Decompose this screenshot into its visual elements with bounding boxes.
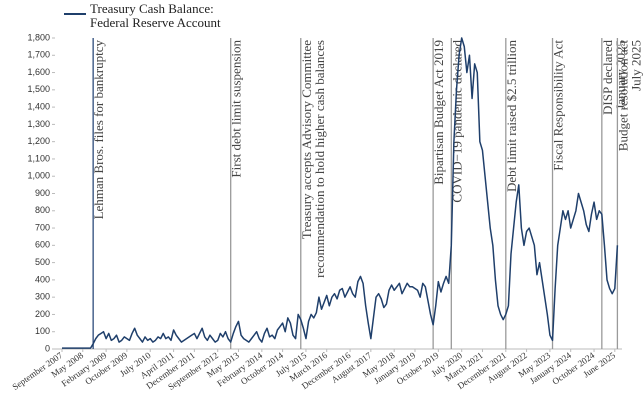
y-tick-label: 0 (45, 343, 50, 353)
y-tick-label: 300 (35, 292, 50, 302)
y-tick-label: 700 (35, 222, 50, 232)
y-tick-label: 500 (35, 257, 50, 267)
series-line (62, 37, 619, 349)
y-tick-label: 800 (35, 205, 50, 215)
annotation-text: Lehman Bros. files for bankruptcy (91, 40, 106, 220)
y-tick-label: 1,400 (27, 101, 50, 111)
annotation-text: Treasury accepts Advisory Committee (299, 40, 314, 239)
y-tick-label: 1,800 (27, 32, 50, 42)
y-tick-label: 1,600 (27, 67, 50, 77)
annotation-text: Debt limit raised $2.5 trillion (504, 40, 519, 193)
annotation-text: COVID−19 pandemic declared (449, 40, 464, 203)
annotation-text: January 2025 (613, 40, 628, 110)
y-tick-label: 1,700 (27, 50, 50, 60)
y-tick-label: 1,100 (27, 153, 50, 163)
y-tick-label: 400 (35, 274, 50, 284)
y-tick-label: 1,500 (27, 84, 50, 94)
annotation-text: July 2025 (628, 40, 643, 91)
annotation-text: Bipartisan Budget Act 2019 (431, 40, 446, 185)
legend-label: Treasury Cash Balance: Federal Reserve A… (90, 1, 221, 30)
y-tick-label: 600 (35, 240, 50, 250)
annotation-text: First debt limit suspension (229, 40, 244, 178)
y-tick-label: 900 (35, 188, 50, 198)
y-tick-label: 200 (35, 309, 50, 319)
annotation-text: DISP declared (600, 40, 615, 115)
annotation-text: recommendation to hold higher cash balan… (312, 40, 327, 278)
annotation-text: Fiscal Responsibility Act (551, 40, 566, 171)
annotation-text: Budget resolution act (615, 40, 630, 152)
y-tick-label: 1,300 (27, 119, 50, 129)
y-tick-label: 100 (35, 326, 50, 336)
y-tick-label: 1,200 (27, 136, 50, 146)
y-tick-label: 1,000 (27, 171, 50, 181)
